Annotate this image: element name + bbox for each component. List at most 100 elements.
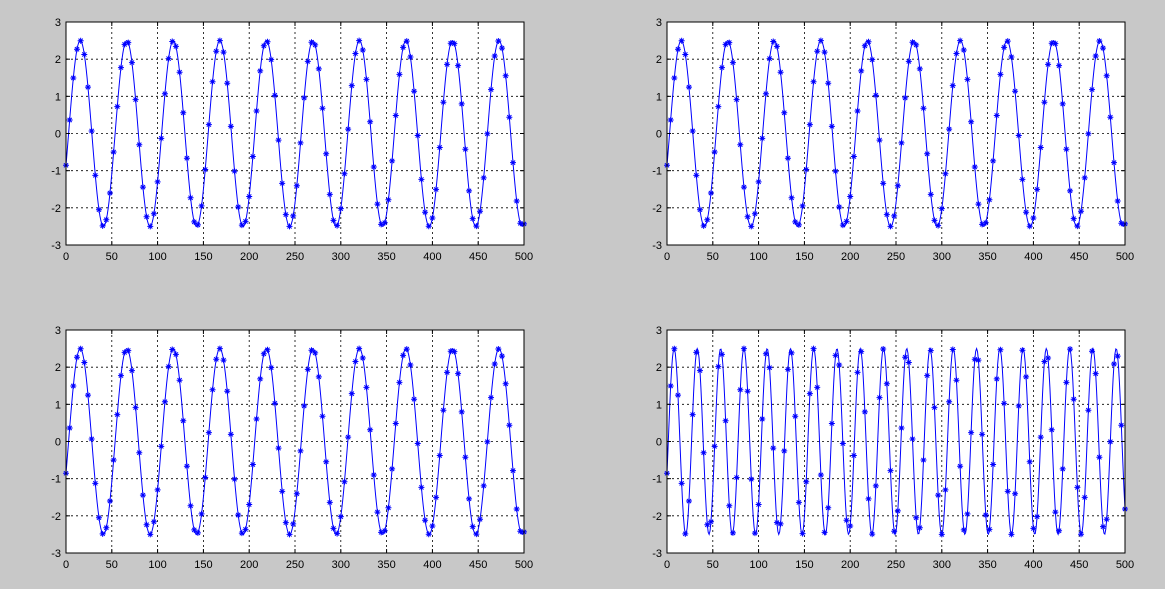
- data-point: [803, 166, 810, 173]
- data-point: [733, 474, 740, 481]
- data-point: [224, 80, 231, 87]
- data-point: [147, 531, 154, 538]
- data-point: [436, 144, 443, 151]
- data-point: [902, 354, 909, 361]
- data-point: [872, 482, 879, 489]
- data-point: [905, 359, 912, 366]
- data-point: [810, 345, 817, 352]
- data-point: [202, 166, 209, 173]
- data-point: [334, 530, 341, 537]
- data-point: [740, 184, 747, 191]
- data-point: [403, 38, 410, 45]
- data-point: [169, 346, 176, 353]
- data-point: [473, 223, 480, 230]
- data-point: [737, 386, 744, 393]
- data-point: [1096, 37, 1103, 44]
- data-point: [957, 37, 964, 44]
- data-point: [150, 210, 157, 217]
- data-point: [696, 367, 703, 374]
- data-point: [154, 486, 161, 493]
- data-point: [264, 38, 271, 45]
- data-point: [1034, 186, 1041, 193]
- data-point: [715, 103, 722, 110]
- data-point: [224, 388, 231, 395]
- data-point: [81, 51, 88, 58]
- data-point: [348, 82, 355, 89]
- data-point: [762, 90, 769, 97]
- data-point: [821, 529, 828, 536]
- data-point: [1114, 353, 1121, 360]
- data-point: [927, 191, 934, 198]
- data-point: [477, 208, 484, 215]
- data-point: [1030, 214, 1037, 221]
- x-tick-label: 300: [933, 251, 951, 263]
- data-point: [92, 480, 99, 487]
- data-point: [700, 449, 707, 456]
- data-point: [916, 524, 923, 531]
- data-point: [898, 425, 905, 432]
- data-point: [268, 364, 275, 371]
- data-point: [729, 529, 736, 536]
- series-line: [666, 346, 1126, 537]
- data-point: [304, 58, 311, 65]
- data-point: [106, 498, 113, 505]
- data-point: [946, 398, 953, 405]
- data-point: [403, 346, 410, 353]
- x-tick-label: 400: [1024, 559, 1042, 571]
- data-point: [979, 431, 986, 438]
- data-point: [330, 525, 337, 532]
- data-point: [1089, 348, 1096, 355]
- data-point: [960, 526, 967, 533]
- data-point: [169, 38, 176, 45]
- x-tick-label: 250: [286, 251, 304, 263]
- data-point: [1056, 62, 1063, 69]
- data-point: [825, 80, 832, 87]
- data-point: [436, 452, 443, 459]
- data-point: [1092, 52, 1099, 59]
- data-point: [858, 67, 865, 74]
- data-point: [678, 37, 685, 44]
- data-point: [913, 514, 920, 521]
- data-point: [1107, 438, 1114, 445]
- data-point: [385, 504, 392, 511]
- data-point: [696, 206, 703, 213]
- data-point: [960, 47, 967, 54]
- x-tick-label: 200: [240, 251, 258, 263]
- data-point: [766, 55, 773, 62]
- data-point: [103, 216, 110, 223]
- data-point: [792, 218, 799, 225]
- data-point: [213, 356, 220, 363]
- data-point: [832, 168, 839, 175]
- data-point: [242, 218, 249, 225]
- data-point: [685, 84, 692, 91]
- data-point: [480, 482, 487, 489]
- x-tick-label: 400: [423, 559, 441, 571]
- data-point: [257, 375, 264, 382]
- data-point: [150, 518, 157, 525]
- data-point: [887, 223, 894, 230]
- data-point: [451, 40, 458, 47]
- data-point: [869, 531, 876, 538]
- data-point: [260, 42, 267, 49]
- data-point: [1004, 38, 1011, 45]
- data-point: [213, 48, 220, 55]
- data-point: [986, 526, 993, 533]
- x-tick-label: 0: [664, 251, 670, 263]
- data-point: [359, 47, 366, 54]
- data-point: [231, 168, 238, 175]
- x-tick-label: 250: [887, 559, 905, 571]
- subplot-top-left: 0 50 100 150 200 250 300 350 400 450 500 -3 -2 -1 0 1 2 3: [51, 17, 533, 263]
- data-point: [220, 49, 227, 56]
- data-point: [924, 150, 931, 157]
- data-point: [1118, 220, 1125, 227]
- data-point: [73, 46, 80, 53]
- data-point: [451, 348, 458, 355]
- data-point: [898, 139, 905, 146]
- data-point: [198, 510, 205, 517]
- data-point: [444, 369, 451, 376]
- data-point: [953, 50, 960, 57]
- data-point: [128, 367, 135, 374]
- data-point: [319, 105, 326, 112]
- data-point: [968, 429, 975, 436]
